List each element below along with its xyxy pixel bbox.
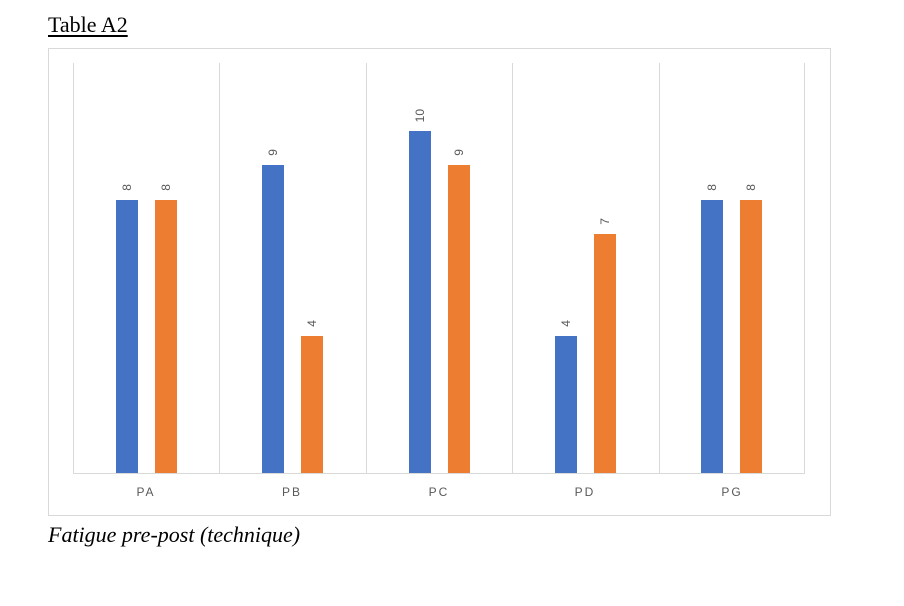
bar-series1-PC[interactable] (409, 131, 431, 473)
bar-series2-PA[interactable] (155, 200, 177, 473)
x-axis-label-PB: PB (281, 485, 302, 499)
bar-series1-PG[interactable] (701, 200, 723, 473)
x-axis-label-PA: PA (136, 485, 156, 499)
bar-series2-PB[interactable] (301, 336, 323, 473)
bar-chart[interactable]: 8 8 9 4 10 9 4 7 8 8 PA PB PC PD PG (48, 48, 831, 516)
bar-data-label: 8 (120, 184, 134, 191)
bar-series2-PG[interactable] (740, 200, 762, 473)
x-axis-label-PG: PG (721, 485, 743, 499)
x-axis-label-PC: PC (428, 485, 450, 499)
bar-data-label: 8 (159, 184, 173, 191)
category-gridline (659, 63, 660, 473)
bar-data-label: 9 (266, 149, 280, 156)
category-gridline (219, 63, 220, 473)
x-axis-labels: PA PB PC PD PG (73, 481, 805, 505)
category-gridline (73, 63, 74, 473)
category-gridline (804, 63, 805, 473)
plot-area: 8 8 9 4 10 9 4 7 8 8 (73, 63, 805, 474)
bar-data-label: 7 (598, 218, 612, 225)
category-gridline (512, 63, 513, 473)
bar-data-label: 8 (744, 184, 758, 191)
category-gridline (366, 63, 367, 473)
bar-series1-PD[interactable] (555, 336, 577, 473)
bar-series2-PC[interactable] (448, 165, 470, 473)
bar-data-label: 9 (452, 149, 466, 156)
bar-data-label: 10 (413, 108, 427, 122)
page-title: Table A2 (48, 12, 128, 37)
x-axis-label-PD: PD (574, 485, 596, 499)
bar-series2-PD[interactable] (594, 234, 616, 473)
chart-caption: Fatigue pre-post (technique) (48, 522, 301, 547)
bar-data-label: 8 (705, 184, 719, 191)
bar-data-label: 4 (559, 320, 573, 327)
bar-series1-PB[interactable] (262, 165, 284, 473)
bar-data-label: 4 (305, 320, 319, 327)
bar-series1-PA[interactable] (116, 200, 138, 473)
